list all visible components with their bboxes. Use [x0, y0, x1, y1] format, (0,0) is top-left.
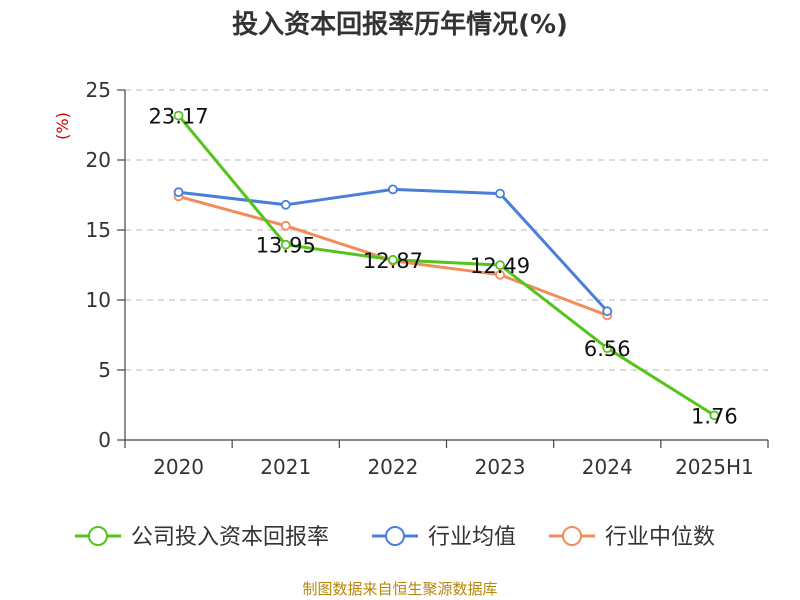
- x-tick-label: 2022: [367, 455, 418, 479]
- data-point: [495, 260, 505, 271]
- source-note: 制图数据来自恒生聚源数据库: [302, 580, 497, 598]
- data-point: [280, 239, 291, 250]
- data-label: 1.76: [691, 404, 738, 428]
- y-tick-label: 0: [98, 428, 111, 452]
- x-tick-label: 2023: [475, 455, 526, 479]
- data-label: 6.56: [584, 337, 631, 361]
- data-point: [495, 188, 505, 199]
- y-tick-label: 15: [86, 218, 111, 242]
- data-label: 12.49: [470, 254, 530, 278]
- data-label: 13.95: [256, 234, 316, 258]
- x-tick-label: 2025H1: [675, 455, 754, 479]
- legend-label: 行业均值: [428, 525, 516, 550]
- legend[interactable]: 公司投入资本回报率 行业均值 行业中位数: [75, 525, 715, 550]
- data-point: [388, 254, 398, 265]
- data-label: 12.87: [363, 249, 423, 273]
- y-tick-label: 20: [86, 148, 111, 172]
- y-axis-unit-label: (%): [53, 112, 72, 140]
- data-point: [173, 110, 184, 121]
- legend-marker: [88, 526, 108, 546]
- data-label: 23.17: [149, 105, 209, 129]
- data-point: [602, 306, 613, 317]
- legend-marker: [562, 526, 582, 546]
- data-point: [709, 410, 720, 421]
- data-point: [495, 269, 505, 280]
- y-tick-label: 5: [98, 358, 111, 382]
- series-line: [177, 114, 716, 417]
- y-tick-label: 10: [86, 288, 111, 312]
- x-tick-label: 2024: [582, 455, 633, 479]
- series-points: [173, 110, 720, 421]
- data-labels: 23.17 13.95 12.87 12.49 6.56 1.76: [149, 105, 738, 429]
- legend-item[interactable]: 行业均值: [372, 525, 516, 550]
- legend-item[interactable]: 公司投入资本回报率: [75, 525, 329, 550]
- legend-item[interactable]: 行业中位数: [549, 525, 715, 550]
- data-point: [602, 343, 613, 354]
- axes: 0 5 10 15 20 25 2020 2021 2022 2023 2024 2025H1: [86, 78, 769, 479]
- grid-lines: [125, 89, 768, 371]
- x-tick-label: 2020: [153, 455, 204, 479]
- chart-title: 投入资本回报率历年情况(%): [232, 9, 568, 40]
- data-point: [280, 220, 291, 231]
- y-tick-label: 25: [86, 78, 111, 102]
- legend-label: 公司投入资本回报率: [131, 525, 329, 550]
- x-tick-label: 2021: [260, 455, 311, 479]
- legend-marker: [385, 526, 405, 546]
- legend-label: 行业中位数: [605, 525, 715, 550]
- data-point: [173, 187, 184, 198]
- data-point: [280, 199, 291, 210]
- data-point: [388, 184, 398, 195]
